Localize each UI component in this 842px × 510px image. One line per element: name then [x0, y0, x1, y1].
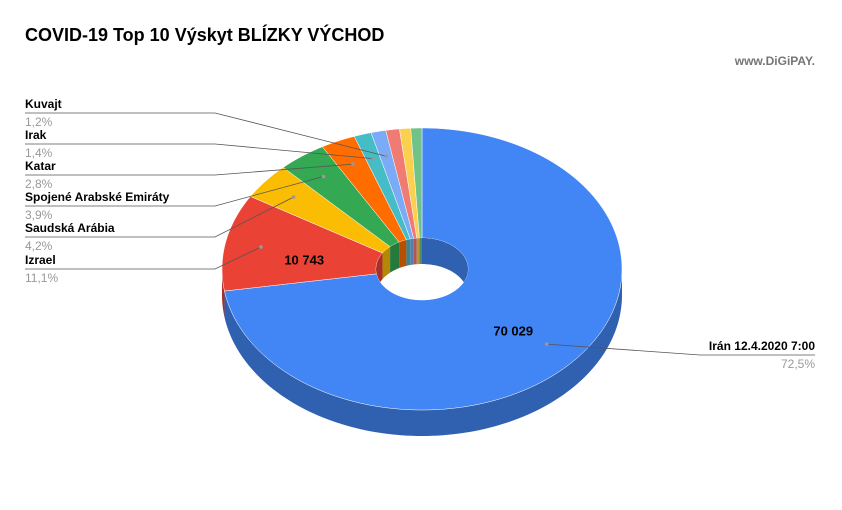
- percent-label: 1,4%: [25, 146, 53, 160]
- leader-line: [25, 112, 387, 157]
- leader-line: [25, 163, 354, 176]
- leader-line: [25, 176, 324, 207]
- slice-inner-wall: [390, 242, 400, 273]
- percent-label: 11,1%: [25, 271, 58, 285]
- watermark: www.DiGiPAY.: [734, 54, 815, 68]
- leader-dot: [259, 245, 263, 249]
- slice-inner-wall: [410, 238, 414, 266]
- leader-dot: [291, 195, 296, 199]
- data-label: 10 743: [284, 252, 324, 267]
- slice-inner-wall: [382, 246, 391, 280]
- data-label: 70 029: [493, 323, 533, 338]
- slice-side: [224, 269, 622, 436]
- category-label: Izrael: [25, 253, 56, 267]
- percent-label: 2,8%: [25, 177, 53, 191]
- percent-label: 3,9%: [25, 208, 53, 222]
- leader-line: [25, 143, 374, 159]
- slice-inner-wall: [406, 239, 411, 266]
- slice-inner-wall: [416, 238, 420, 265]
- leader-dot: [371, 156, 376, 161]
- percent-label: 72,5%: [781, 357, 815, 371]
- leader-line: [25, 196, 294, 238]
- category-label: Katar: [25, 159, 56, 173]
- leader-line: [25, 246, 262, 270]
- category-label: Irán 12.4.2020 7:00: [709, 339, 815, 353]
- leader-dot: [351, 162, 355, 166]
- leader-line: [546, 343, 815, 356]
- hole-walls: [376, 238, 468, 295]
- leader-dot: [544, 342, 549, 346]
- slice-inner-wall: [422, 238, 468, 295]
- slice-inner-wall: [399, 239, 407, 269]
- category-label: Irak: [25, 128, 47, 142]
- leader-dot: [321, 174, 326, 179]
- category-label: Saudská Arábia: [25, 221, 115, 235]
- leader-dot: [384, 154, 389, 158]
- slice-inner-wall: [419, 238, 422, 265]
- slice-inner-wall: [413, 238, 417, 265]
- category-label: Spojené Arabské Emiráty: [25, 190, 170, 204]
- category-label: Kuvajt: [25, 97, 62, 111]
- percent-label: 1,2%: [25, 115, 53, 129]
- chart-title: COVID-19 Top 10 Výskyt BLÍZKY VÝCHOD: [25, 24, 384, 45]
- percent-label: 4,2%: [25, 239, 53, 253]
